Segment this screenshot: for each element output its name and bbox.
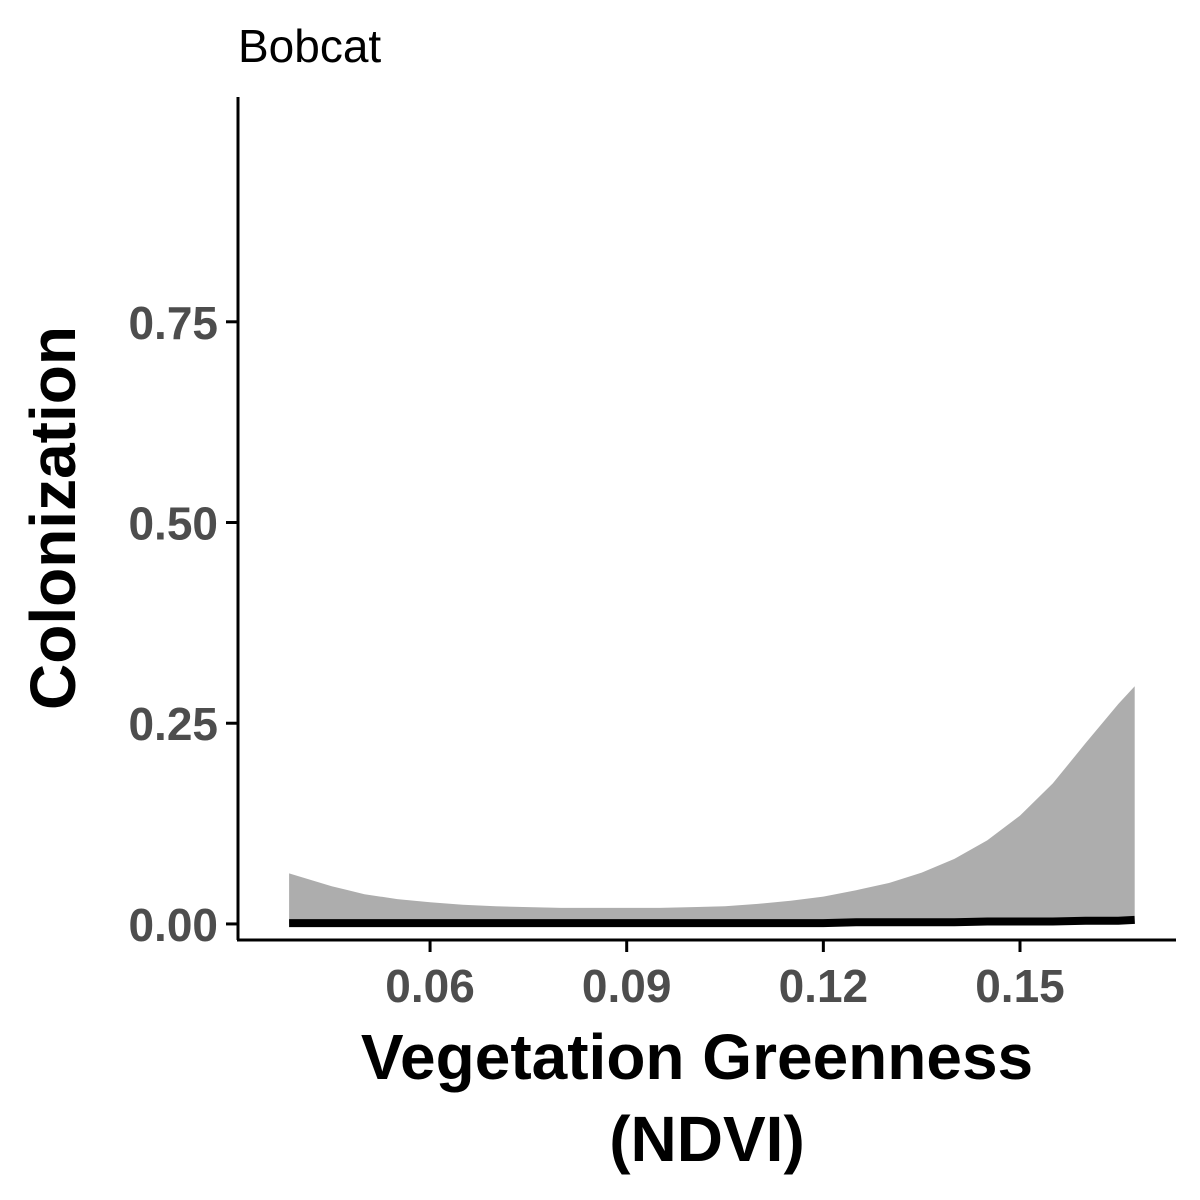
y-tick-label: 0.75 (128, 297, 218, 349)
y-tick-label: 0.50 (128, 498, 218, 550)
y-axis-title: Colonization (17, 326, 89, 710)
fitted-line (289, 915, 1135, 928)
x-tick-label: 0.09 (582, 960, 672, 1012)
plot-title: Bobcat (238, 20, 381, 72)
plot-area (289, 686, 1135, 928)
x-axis-title-line-2: (NDVI) (609, 1103, 805, 1175)
x-tick-label: 0.15 (975, 960, 1065, 1012)
y-tick-label: 0.00 (128, 899, 218, 951)
x-tick-label: 0.12 (779, 960, 869, 1012)
x-tick-label: 0.06 (385, 960, 475, 1012)
x-axis-ticks: 0.06 0.09 0.12 0.15 (385, 940, 1065, 1012)
y-tick-label: 0.25 (128, 698, 218, 750)
x-axis-title-line-1: Vegetation Greenness (361, 1021, 1033, 1093)
y-axis-ticks: 0.00 0.25 0.50 0.75 (128, 297, 238, 951)
confidence-ribbon (289, 686, 1135, 924)
